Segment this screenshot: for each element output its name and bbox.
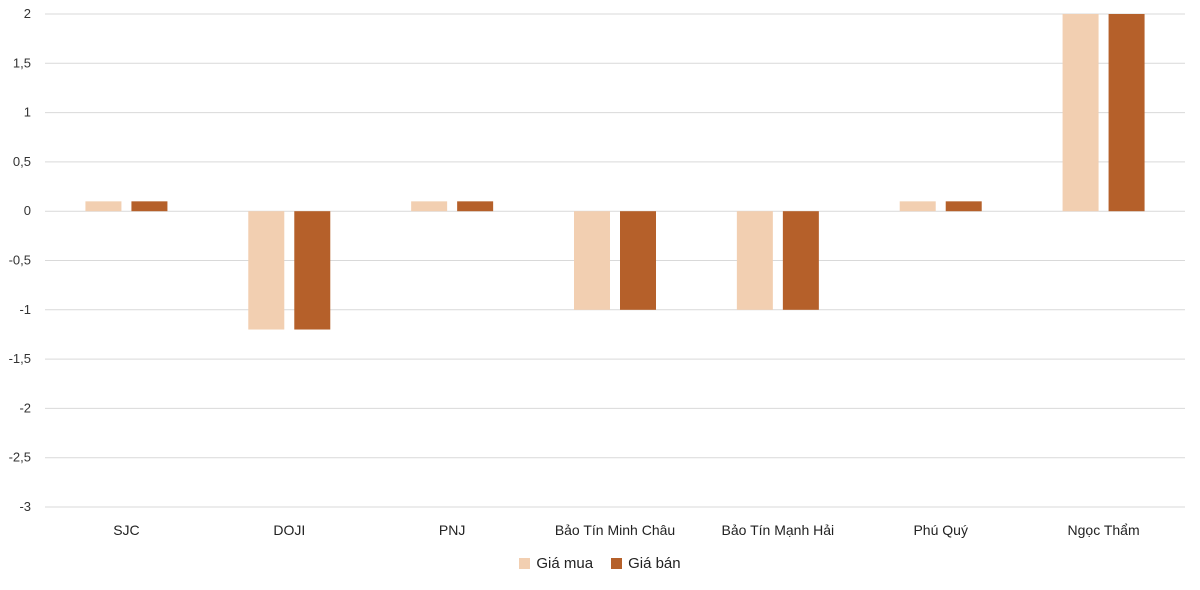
y-tick-label: 2	[24, 6, 31, 21]
legend-swatch-gia-mua	[519, 558, 531, 569]
y-tick-label: 1	[24, 105, 31, 120]
y-tick-label: -3	[19, 499, 31, 514]
legend-label-gia-mua: Giá mua	[536, 555, 594, 572]
y-tick-label: -1	[19, 302, 31, 317]
bar-gia-mua	[899, 201, 936, 212]
bar-gia-ban	[457, 201, 494, 212]
legend-swatch-gia-ban	[611, 558, 623, 569]
y-tick-label: -2,5	[9, 450, 31, 465]
x-category-label: Ngọc Thẩm	[1068, 522, 1140, 538]
y-tick-label: -1,5	[9, 351, 31, 366]
x-category-label: Phú Quý	[913, 522, 967, 538]
bar-gia-ban	[1108, 14, 1145, 212]
x-category-label: SJC	[113, 522, 139, 538]
bar-gia-ban	[782, 211, 819, 310]
legend-label-gia-ban: Giá bán	[628, 555, 681, 572]
x-category-label: Bảo Tín Mạnh Hải	[722, 522, 835, 538]
y-tick-label: -0,5	[9, 253, 31, 268]
bar-gia-ban	[945, 201, 982, 212]
bar-gia-ban	[620, 211, 656, 310]
bar-gia-mua	[411, 201, 448, 212]
bar-gia-mua	[1062, 14, 1099, 212]
x-category-label: DOJI	[273, 522, 305, 538]
bars	[85, 14, 1145, 330]
y-tick-label: 1,5	[13, 55, 31, 70]
x-category-label: Bảo Tín Minh Châu	[555, 522, 675, 538]
bar-gia-mua	[248, 211, 285, 330]
gridlines	[45, 13, 1185, 508]
bar-gia-mua	[574, 211, 610, 310]
y-tick-label: 0,5	[13, 154, 31, 169]
legend-item-gia-ban[interactable]: Giá bán	[611, 555, 681, 572]
y-axis-tick-labels: 2 1,5 1 0,5 0 -0,5 -1 -1,5 -2 -2,5 -3	[9, 6, 31, 514]
bar-chart: 2 1,5 1 0,5 0 -0,5 -1 -1,5 -2 -2,5 -3 SJC DOJI PNJ Bả…	[9, 6, 1185, 538]
x-axis-category-labels: SJC DOJI PNJ Bảo Tín Minh Châu Bảo Tín Mạnh …	[113, 522, 1139, 538]
bar-gia-ban	[131, 201, 168, 212]
legend-item-gia-mua[interactable]: Giá mua	[519, 555, 593, 572]
bar-gia-mua	[736, 211, 773, 310]
legend: Giá mua Giá bán	[0, 555, 1200, 572]
bar-gia-ban	[294, 211, 331, 330]
y-tick-label: -2	[19, 400, 31, 415]
bar-gia-mua	[85, 201, 122, 212]
y-tick-label: 0	[24, 203, 31, 218]
x-category-label: PNJ	[439, 522, 465, 538]
